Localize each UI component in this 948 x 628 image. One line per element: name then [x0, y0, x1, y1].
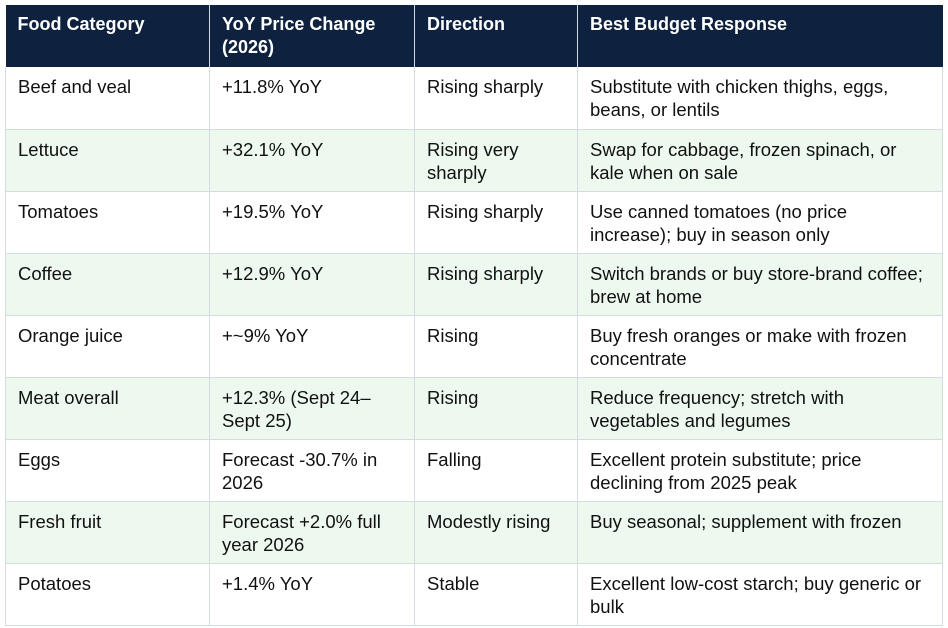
table-row: Orange juice +~9% YoY Rising Buy fresh o…: [5, 315, 943, 378]
cell-price-change: +1.4% YoY: [209, 563, 415, 626]
cell-price-change: +32.1% YoY: [209, 129, 415, 192]
cell-category: Fresh fruit: [5, 501, 210, 564]
cell-direction: Rising sharply: [414, 67, 578, 130]
table-row: Eggs Forecast -30.7% in 2026 Falling Exc…: [5, 439, 943, 502]
cell-direction: Modestly rising: [414, 501, 578, 564]
table-row: Meat overall +12.3% (Sept 24–Sept 25) Ri…: [5, 377, 943, 440]
header-yoy-price-change: YoY Price Change (2026): [209, 5, 415, 67]
table-row: Potatoes +1.4% YoY Stable Excellent low-…: [5, 563, 943, 626]
table-row: Beef and veal +11.8% YoY Rising sharply …: [5, 67, 943, 130]
cell-price-change: +12.9% YoY: [209, 253, 415, 316]
cell-price-change: +~9% YoY: [209, 315, 415, 378]
table-header: Food Category YoY Price Change (2026) Di…: [5, 5, 943, 67]
cell-category: Beef and veal: [5, 67, 210, 130]
price-table-container: Food Category YoY Price Change (2026) Di…: [5, 5, 943, 626]
cell-budget-response: Buy seasonal; supplement with frozen: [577, 501, 943, 564]
table-row: Fresh fruit Forecast +2.0% full year 202…: [5, 501, 943, 564]
cell-budget-response: Reduce frequency; stretch with vegetable…: [577, 377, 943, 440]
cell-budget-response: Use canned tomatoes (no price increase);…: [577, 191, 943, 254]
cell-direction: Rising sharply: [414, 191, 578, 254]
header-budget-response: Best Budget Response: [577, 5, 943, 67]
cell-category: Lettuce: [5, 129, 210, 192]
cell-category: Tomatoes: [5, 191, 210, 254]
table-row: Coffee +12.9% YoY Rising sharply Switch …: [5, 253, 943, 316]
cell-budget-response: Substitute with chicken thighs, eggs, be…: [577, 67, 943, 130]
cell-direction: Rising very sharply: [414, 129, 578, 192]
table-body: Beef and veal +11.8% YoY Rising sharply …: [5, 67, 943, 626]
cell-budget-response: Excellent protein substitute; price decl…: [577, 439, 943, 502]
cell-budget-response: Buy fresh oranges or make with frozen co…: [577, 315, 943, 378]
cell-category: Meat overall: [5, 377, 210, 440]
cell-category: Eggs: [5, 439, 210, 502]
cell-price-change: Forecast -30.7% in 2026: [209, 439, 415, 502]
cell-category: Coffee: [5, 253, 210, 316]
cell-budget-response: Swap for cabbage, frozen spinach, or kal…: [577, 129, 943, 192]
cell-direction: Stable: [414, 563, 578, 626]
table-row: Lettuce +32.1% YoY Rising very sharply S…: [5, 129, 943, 192]
header-row: Food Category YoY Price Change (2026) Di…: [5, 5, 943, 67]
cell-price-change: +12.3% (Sept 24–Sept 25): [209, 377, 415, 440]
cell-price-change: Forecast +2.0% full year 2026: [209, 501, 415, 564]
cell-price-change: +11.8% YoY: [209, 67, 415, 130]
header-food-category: Food Category: [5, 5, 210, 67]
table-row: Tomatoes +19.5% YoY Rising sharply Use c…: [5, 191, 943, 254]
cell-direction: Rising: [414, 315, 578, 378]
cell-budget-response: Excellent low-cost starch; buy generic o…: [577, 563, 943, 626]
cell-direction: Rising: [414, 377, 578, 440]
cell-price-change: +19.5% YoY: [209, 191, 415, 254]
cell-budget-response: Switch brands or buy store-brand coffee;…: [577, 253, 943, 316]
cell-direction: Rising sharply: [414, 253, 578, 316]
cell-category: Orange juice: [5, 315, 210, 378]
cell-direction: Falling: [414, 439, 578, 502]
header-direction: Direction: [414, 5, 578, 67]
cell-category: Potatoes: [5, 563, 210, 626]
food-price-table: Food Category YoY Price Change (2026) Di…: [5, 5, 943, 626]
